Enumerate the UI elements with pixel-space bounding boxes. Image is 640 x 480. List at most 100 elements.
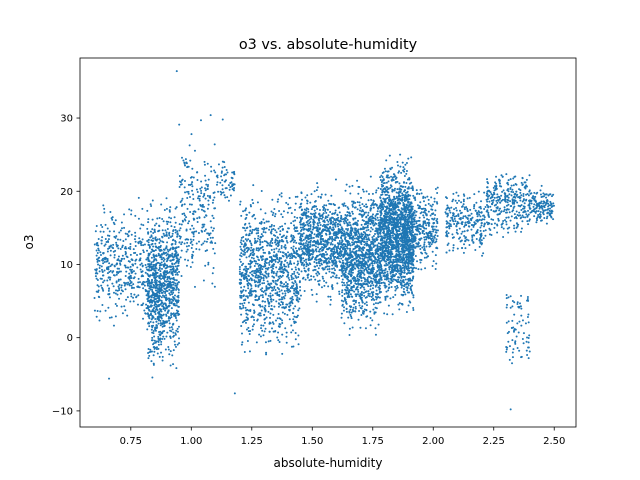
data-point (331, 238, 334, 241)
data-point (367, 290, 370, 293)
data-point (126, 256, 129, 259)
data-point (232, 188, 235, 191)
data-point (96, 252, 99, 255)
data-point (119, 262, 122, 265)
data-point (294, 266, 297, 269)
data-point (371, 264, 374, 267)
data-point (113, 223, 116, 226)
data-point (292, 318, 295, 321)
data-point (277, 244, 280, 246)
data-point (290, 285, 293, 288)
data-point (280, 195, 283, 198)
data-point (151, 290, 154, 293)
data-point (277, 312, 280, 315)
data-point (155, 348, 158, 351)
data-point (317, 224, 320, 227)
data-point (256, 318, 259, 321)
data-point (374, 202, 377, 205)
data-point (274, 260, 277, 263)
data-point (371, 192, 374, 195)
data-point (142, 251, 145, 254)
data-point (172, 281, 175, 284)
data-point (362, 214, 365, 217)
data-point (171, 354, 174, 357)
data-point (314, 278, 317, 281)
data-point (253, 213, 256, 216)
data-point (118, 259, 121, 262)
data-point (264, 271, 267, 274)
data-point (200, 180, 203, 183)
data-point (340, 312, 343, 315)
data-point (335, 274, 338, 277)
data-point (252, 323, 255, 326)
data-point (153, 342, 156, 345)
data-point (157, 245, 160, 248)
data-point (172, 303, 175, 306)
data-point (359, 326, 362, 329)
data-point (135, 258, 138, 261)
data-point (371, 319, 374, 322)
data-point (268, 252, 271, 255)
data-point (264, 293, 267, 296)
data-point (115, 289, 118, 292)
data-point (351, 241, 354, 244)
data-point (326, 223, 329, 226)
data-point (154, 265, 157, 268)
data-point (358, 201, 361, 204)
data-point (154, 328, 157, 331)
data-point (247, 274, 250, 277)
data-point (366, 240, 369, 243)
data-point (208, 196, 211, 199)
data-point (206, 185, 209, 188)
data-point (312, 225, 315, 228)
data-point (370, 295, 373, 298)
data-point (267, 220, 270, 223)
data-point (345, 245, 348, 248)
data-point (360, 294, 363, 297)
data-point (174, 332, 177, 335)
data-point (185, 228, 188, 231)
data-point (252, 184, 255, 187)
data-point (166, 285, 169, 288)
data-point (146, 304, 149, 307)
data-point (128, 275, 131, 278)
data-point (258, 281, 261, 284)
data-point (217, 163, 220, 166)
data-point (372, 234, 375, 237)
data-point (177, 262, 180, 265)
data-point (362, 276, 365, 279)
data-point (305, 250, 308, 253)
data-point (295, 283, 298, 286)
data-point (283, 246, 286, 249)
data-point (314, 245, 317, 248)
data-point (138, 237, 141, 240)
data-point (248, 239, 251, 242)
data-point (293, 208, 296, 211)
data-point (255, 341, 258, 344)
data-point (248, 255, 251, 258)
data-point (261, 296, 264, 299)
data-point (343, 251, 346, 254)
data-point (254, 284, 257, 287)
data-point (334, 264, 337, 267)
data-point (303, 259, 306, 262)
data-point (320, 193, 323, 196)
data-point (124, 253, 127, 256)
data-point (160, 308, 163, 311)
data-point (124, 309, 127, 312)
data-point (175, 316, 177, 319)
data-point (151, 281, 154, 284)
data-point (177, 245, 180, 248)
data-point (149, 295, 152, 298)
data-point (293, 320, 296, 323)
data-point (176, 235, 179, 238)
data-point (321, 246, 324, 249)
data-point (121, 244, 124, 247)
data-point (292, 249, 295, 252)
data-point (163, 302, 166, 305)
data-point (123, 281, 126, 284)
data-point (345, 302, 348, 305)
data-point (170, 326, 173, 329)
data-point (129, 300, 132, 303)
data-point (169, 350, 172, 353)
